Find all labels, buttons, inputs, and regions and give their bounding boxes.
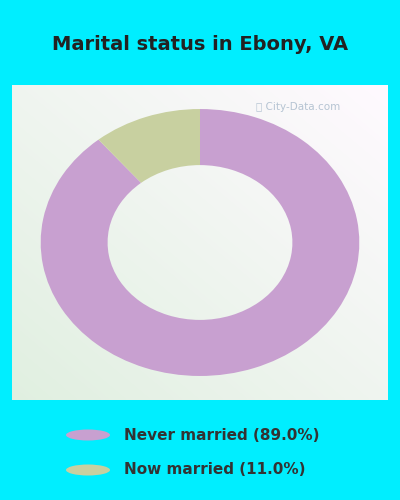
Wedge shape	[41, 109, 359, 376]
Wedge shape	[98, 109, 200, 183]
Text: Never married (89.0%): Never married (89.0%)	[124, 428, 320, 442]
Text: ⓘ City-Data.com: ⓘ City-Data.com	[256, 102, 340, 112]
Text: Marital status in Ebony, VA: Marital status in Ebony, VA	[52, 34, 348, 54]
Text: Now married (11.0%): Now married (11.0%)	[124, 462, 306, 477]
Circle shape	[66, 464, 110, 475]
Circle shape	[66, 430, 110, 440]
